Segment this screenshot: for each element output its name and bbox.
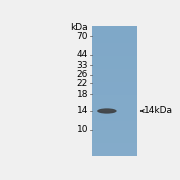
Bar bbox=[92, 26, 137, 156]
Bar bbox=[92, 130, 137, 134]
Bar bbox=[92, 69, 137, 73]
Text: 70: 70 bbox=[76, 32, 88, 41]
Bar bbox=[92, 26, 137, 30]
Bar bbox=[92, 73, 137, 78]
Bar bbox=[92, 30, 137, 34]
Text: 10: 10 bbox=[76, 125, 88, 134]
Bar bbox=[92, 82, 137, 87]
Bar bbox=[92, 87, 137, 91]
Text: 26: 26 bbox=[77, 70, 88, 79]
Bar bbox=[92, 117, 137, 121]
Text: 14kDa: 14kDa bbox=[144, 107, 173, 116]
Ellipse shape bbox=[97, 108, 117, 114]
Bar bbox=[92, 126, 137, 130]
Bar bbox=[92, 34, 137, 39]
Bar bbox=[92, 108, 137, 113]
Bar bbox=[92, 143, 137, 147]
Bar bbox=[92, 134, 137, 139]
Bar bbox=[92, 56, 137, 60]
Ellipse shape bbox=[100, 109, 114, 112]
Bar bbox=[92, 48, 137, 52]
Bar bbox=[92, 78, 137, 82]
Bar bbox=[92, 152, 137, 156]
Text: kDa: kDa bbox=[70, 23, 88, 32]
Bar bbox=[92, 60, 137, 65]
Bar bbox=[92, 121, 137, 126]
Bar bbox=[92, 100, 137, 104]
Bar bbox=[92, 65, 137, 69]
Text: 44: 44 bbox=[77, 50, 88, 59]
Bar bbox=[92, 113, 137, 117]
Bar bbox=[92, 147, 137, 152]
Bar bbox=[92, 43, 137, 48]
Bar bbox=[92, 52, 137, 56]
Bar bbox=[92, 91, 137, 95]
Text: 22: 22 bbox=[77, 79, 88, 88]
Text: 18: 18 bbox=[76, 90, 88, 99]
Bar bbox=[92, 104, 137, 108]
Text: 14: 14 bbox=[77, 107, 88, 116]
Bar bbox=[92, 139, 137, 143]
Bar bbox=[92, 95, 137, 100]
Bar bbox=[92, 39, 137, 43]
Text: 33: 33 bbox=[76, 61, 88, 70]
